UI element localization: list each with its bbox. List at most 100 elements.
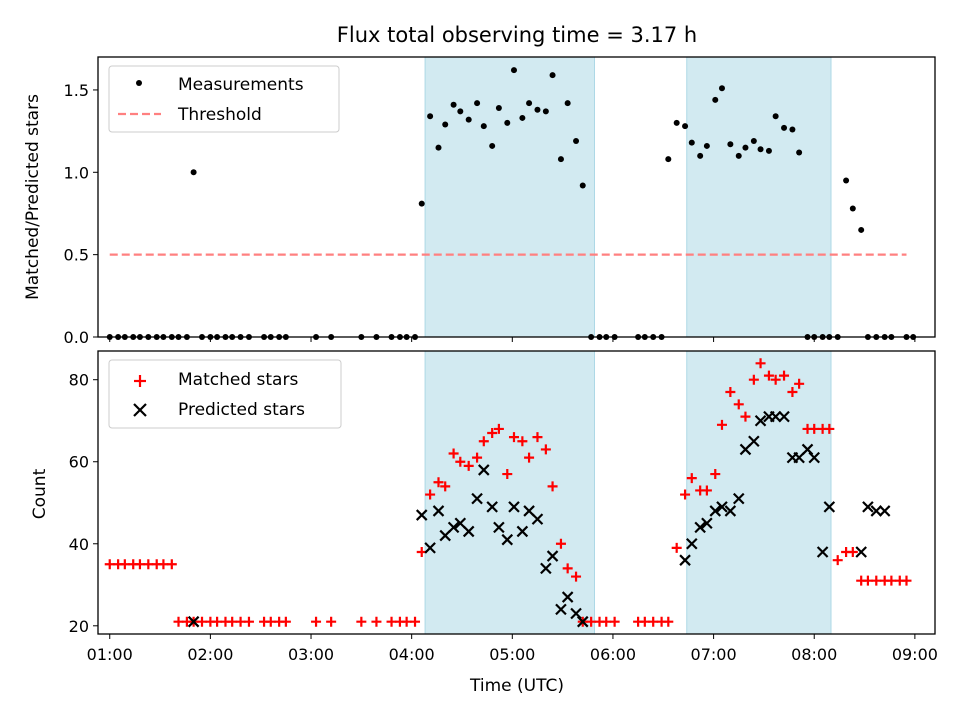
measurement-point: [427, 113, 434, 120]
measurement-point: [435, 144, 442, 151]
measurement-point: [742, 144, 749, 151]
x-tick-label: 08:00: [791, 645, 837, 664]
predicted-star-point: [716, 501, 728, 513]
measurement-point: [781, 124, 788, 131]
measurement-point: [579, 182, 586, 189]
y-tick-label: 0.5: [64, 246, 89, 265]
measurement-point: [526, 100, 533, 107]
matched-star-point: [104, 559, 115, 570]
predicted-star-point: [493, 521, 505, 534]
x-tick-label: 09:00: [892, 645, 938, 664]
bottom-panel: 20 40 60 80 01:00 02:00 03:00 04:00 05:00 06:00 0…: [30, 350, 938, 664]
matched-star-point: [517, 436, 528, 447]
matched-star-point: [371, 616, 382, 627]
predicted-star-point: [486, 501, 498, 513]
predicted-star-point: [471, 492, 483, 505]
matched-star-point: [487, 428, 498, 439]
matched-star-point: [770, 374, 781, 385]
measurement-point: [697, 152, 704, 159]
matched-star-point: [119, 559, 130, 570]
measurement-point: [442, 121, 449, 128]
measurement-point: [534, 106, 541, 113]
matched-star-point: [134, 559, 145, 570]
measurement-point: [789, 126, 796, 133]
matched-star-point: [710, 469, 721, 480]
x-tick-label: 04:00: [389, 645, 435, 664]
predicted-star-point: [424, 542, 436, 554]
predicted-star-point: [576, 615, 589, 628]
predicted-star-point: [709, 505, 722, 517]
legend-matched-marker: [134, 375, 146, 387]
matched-star-point: [243, 616, 254, 627]
matched-star-point: [280, 616, 291, 627]
predicted-star-point: [531, 513, 544, 525]
bottom-legend: Matched stars Predicted stars: [108, 359, 342, 429]
y-tick-label: 1.5: [64, 81, 89, 100]
predicted-star-point: [508, 501, 520, 513]
matched-star-point: [502, 469, 513, 480]
matched-star-point: [356, 616, 367, 627]
matched-star-point: [196, 616, 207, 627]
measurement-point: [418, 200, 425, 207]
matched-star-point: [440, 481, 451, 492]
matched-star-point: [847, 546, 858, 557]
predicted-star-point: [778, 410, 790, 423]
measurement-point: [564, 100, 571, 107]
observing-window: [424, 350, 595, 635]
matched-star-point: [455, 456, 466, 467]
predicted-star-point: [878, 505, 891, 517]
predicted-star-point: [462, 525, 475, 538]
top-ylabel: Matched/Predicted stars: [23, 94, 43, 300]
x-tick-label: 01:00: [87, 645, 133, 664]
y-tick-label: 0.0: [64, 328, 89, 347]
figure-title: Flux total observing time = 3.17 h: [337, 23, 697, 47]
measurement-point: [843, 177, 850, 184]
y-tick-label: 80: [69, 371, 89, 390]
predicted-star-point: [679, 554, 691, 566]
bottom-legend-box: [108, 359, 342, 429]
measurement-point: [665, 156, 672, 163]
matched-star-point: [547, 481, 558, 492]
predicted-star-point: [546, 550, 559, 562]
matched-star-point: [663, 616, 674, 627]
x-tick-label: 02:00: [187, 645, 233, 664]
matched-star-point: [763, 370, 774, 381]
matched-star-point: [508, 432, 519, 443]
matched-star-point: [326, 616, 337, 627]
measurement-point: [757, 146, 764, 153]
predicted-star-point: [701, 517, 713, 530]
x-tick-label: 07:00: [691, 645, 737, 664]
matched-star-point: [212, 616, 223, 627]
x-tick-label: 03:00: [288, 645, 334, 664]
matched-star-point: [601, 616, 612, 627]
predicted-star-point: [724, 505, 737, 517]
measurement-point: [190, 169, 197, 176]
predicted-star-point: [732, 492, 745, 505]
predicted-star-point: [561, 591, 574, 603]
predicted-star-point: [415, 509, 428, 521]
matched-star-point: [671, 542, 682, 553]
matched-star-point: [740, 411, 751, 422]
matched-star-point: [794, 378, 805, 389]
predicted-star-point: [555, 603, 567, 616]
measurement-point: [504, 119, 511, 126]
matched-star-point: [779, 370, 790, 381]
measurement-point: [750, 138, 757, 144]
matched-star-point: [562, 563, 573, 574]
observing-window: [424, 56, 595, 338]
top-legend-box: [108, 65, 340, 133]
y-tick-label: 1.0: [64, 163, 89, 182]
predicted-star-point: [516, 525, 529, 538]
matched-star-point: [901, 575, 912, 586]
top-plot-frame: [97, 56, 936, 338]
measurement-point: [735, 152, 742, 159]
measurement-point: [688, 139, 695, 146]
matched-star-point: [886, 575, 897, 586]
legend-measurements-label: Measurements: [178, 75, 304, 95]
y-tick-label: 40: [69, 535, 89, 554]
predicted-star-point: [862, 501, 874, 513]
predicted-star-point: [823, 501, 836, 513]
matched-star-point: [173, 616, 184, 627]
predicted-star-point: [432, 505, 445, 517]
